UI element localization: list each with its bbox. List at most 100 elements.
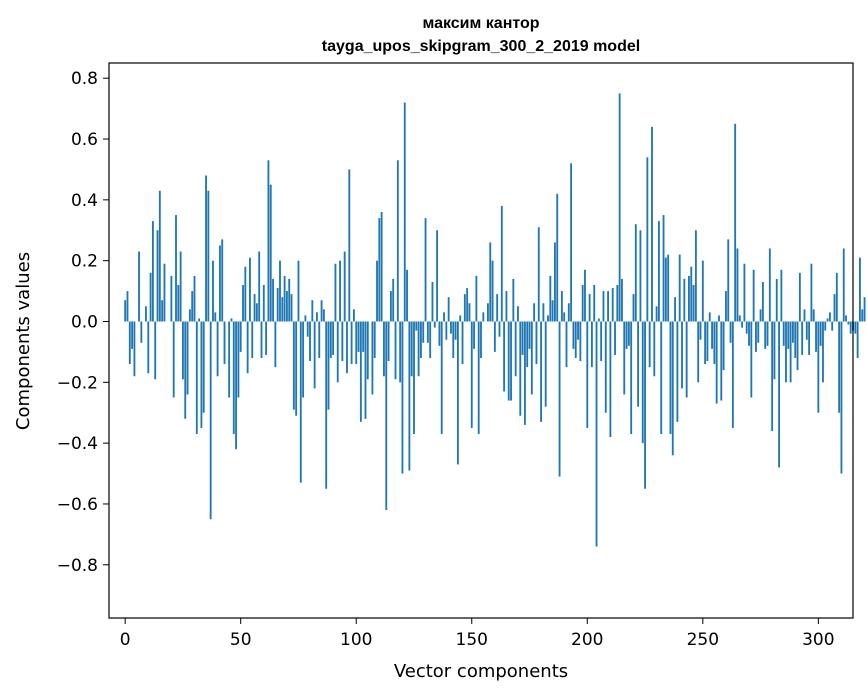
bar <box>699 321 702 340</box>
bar <box>364 321 367 419</box>
bar <box>348 169 351 322</box>
y-tick-label: 0.6 <box>71 130 98 150</box>
bar <box>357 321 360 352</box>
bar <box>607 291 610 322</box>
bar <box>681 321 683 389</box>
bar <box>182 321 184 380</box>
bar <box>614 321 616 355</box>
bar <box>859 257 861 322</box>
bar <box>824 321 827 331</box>
bar <box>380 212 383 322</box>
bar <box>768 248 771 322</box>
bar <box>734 123 737 322</box>
bar <box>778 321 780 468</box>
bar <box>544 321 547 407</box>
bar <box>646 157 649 322</box>
bar <box>727 239 730 322</box>
bar <box>207 190 210 322</box>
bar <box>235 321 238 450</box>
bar <box>826 318 829 322</box>
bar <box>507 321 510 401</box>
bar <box>498 321 501 337</box>
bar <box>459 315 462 322</box>
bar <box>692 285 695 322</box>
bar <box>648 321 651 368</box>
bar <box>260 321 263 358</box>
bar <box>339 260 341 322</box>
bar <box>346 321 348 374</box>
bar <box>466 288 469 322</box>
bar <box>503 321 506 392</box>
bar <box>651 126 653 322</box>
bar <box>794 321 797 358</box>
bar <box>634 224 637 322</box>
bar <box>595 321 598 547</box>
chart-title: максим кантор <box>422 15 539 32</box>
bar <box>840 321 843 474</box>
bar <box>154 321 157 380</box>
bar <box>736 248 739 322</box>
bar <box>757 321 760 343</box>
bar <box>223 321 226 365</box>
bar <box>253 294 256 322</box>
bar <box>715 321 718 404</box>
bar <box>759 309 762 322</box>
bar <box>128 321 131 365</box>
bar <box>694 230 697 322</box>
bar <box>528 321 531 349</box>
bar <box>445 321 448 340</box>
bar <box>641 321 644 444</box>
bar <box>602 291 605 322</box>
chart-subtitle: tayga_upos_skipgram_300_2_2019 model <box>322 38 640 55</box>
bar <box>567 303 570 322</box>
bar <box>138 251 140 322</box>
bar <box>618 93 621 322</box>
bar <box>170 275 173 322</box>
bar <box>200 321 203 428</box>
bar <box>456 321 459 465</box>
bar <box>655 306 658 322</box>
bar <box>819 321 822 346</box>
bar <box>334 263 337 322</box>
bar <box>429 321 432 358</box>
bar <box>186 321 189 395</box>
bar <box>299 321 302 483</box>
y-axis-ticks: −0.8 −0.6 −0.4 −0.2 0.0 0.2 0.4 0.6 0.8 <box>57 69 109 576</box>
bar <box>422 321 425 343</box>
x-axis-label: Vector components <box>394 661 568 682</box>
bar <box>385 321 388 511</box>
bar <box>835 272 838 322</box>
bar <box>290 294 293 322</box>
bar <box>383 321 385 377</box>
bar <box>292 321 295 410</box>
y-axis-label: Components values <box>13 252 34 430</box>
bar <box>387 321 390 362</box>
bar <box>232 321 235 435</box>
bar <box>590 321 593 368</box>
bar <box>588 294 591 322</box>
bar <box>630 321 633 435</box>
bar <box>856 321 859 358</box>
bar <box>537 227 540 322</box>
bar <box>255 303 258 322</box>
bar <box>487 303 489 322</box>
bar <box>731 321 734 428</box>
bar <box>468 303 471 322</box>
bar <box>671 321 674 456</box>
bar <box>163 263 166 322</box>
bar <box>179 251 182 322</box>
bar <box>401 321 404 474</box>
bar <box>798 272 801 322</box>
bar <box>706 321 709 362</box>
bar <box>341 321 344 362</box>
bar <box>496 294 499 322</box>
bar <box>408 321 411 471</box>
bar <box>584 269 586 322</box>
y-tick-label: 0.4 <box>71 191 98 211</box>
bar <box>574 321 577 358</box>
bar <box>766 321 769 346</box>
bar <box>519 321 522 416</box>
bar <box>493 321 496 352</box>
bar <box>350 321 353 365</box>
bar <box>447 297 450 322</box>
